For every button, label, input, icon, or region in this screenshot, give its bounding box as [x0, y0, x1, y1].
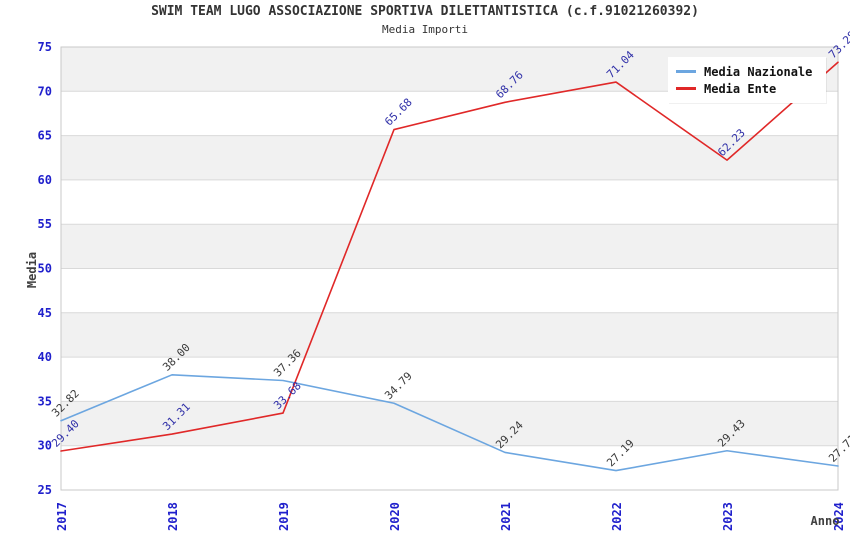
grid-band: [61, 224, 838, 269]
x-tick-label: 2021: [499, 502, 513, 531]
y-tick-label: 75: [38, 40, 52, 54]
x-axis-title: Anno: [810, 514, 840, 528]
grid-band: [61, 445, 838, 490]
grid-band: [61, 357, 838, 402]
x-tick-label: 2017: [55, 502, 69, 531]
legend-label: Media Ente: [704, 81, 777, 96]
chart-subtitle: Media Importi: [381, 23, 469, 36]
y-axis-title: Media: [25, 251, 39, 289]
grid-band: [61, 312, 838, 358]
y-tick-label: 55: [38, 217, 52, 231]
plot-border: [60, 46, 839, 491]
y-tick-label: 65: [38, 129, 52, 143]
x-tick-label: 2024: [832, 502, 846, 531]
x-tick-label: 2018: [166, 502, 180, 531]
line-swatch-icon: [676, 70, 696, 73]
grid-band: [61, 135, 838, 180]
legend-label: Media Nazionale: [704, 64, 813, 79]
data-label-media-ente: 73.28: [826, 28, 850, 61]
x-tick-label: 2020: [388, 502, 402, 531]
legend-item: Media Nazionale: [676, 63, 818, 80]
grid-band: [61, 179, 838, 225]
y-tick-label: 30: [38, 439, 52, 453]
grid-band: [61, 268, 838, 313]
chart-title: SWIM TEAM LUGO ASSOCIAZIONE SPORTIVA DIL…: [151, 4, 699, 19]
series-line-media-nazionale: [60, 374, 839, 472]
y-tick-label: 70: [38, 84, 52, 98]
grid-band: [61, 401, 838, 446]
series-line-media-ente: [60, 61, 839, 452]
y-tick-label: 25: [38, 483, 52, 497]
y-tick-label: 50: [38, 262, 52, 276]
y-tick-label: 60: [38, 173, 52, 187]
legend-item: Media Ente: [676, 80, 818, 97]
chart-legend: Media Nazionale Media Ente: [668, 57, 826, 103]
y-tick-label: 45: [38, 306, 52, 320]
x-tick-label: 2022: [610, 502, 624, 531]
x-tick-label: 2019: [277, 502, 291, 531]
y-tick-label: 35: [38, 394, 52, 408]
y-tick-label: 40: [38, 350, 52, 364]
line-swatch-icon: [676, 87, 696, 90]
x-tick-label: 2023: [721, 502, 735, 531]
